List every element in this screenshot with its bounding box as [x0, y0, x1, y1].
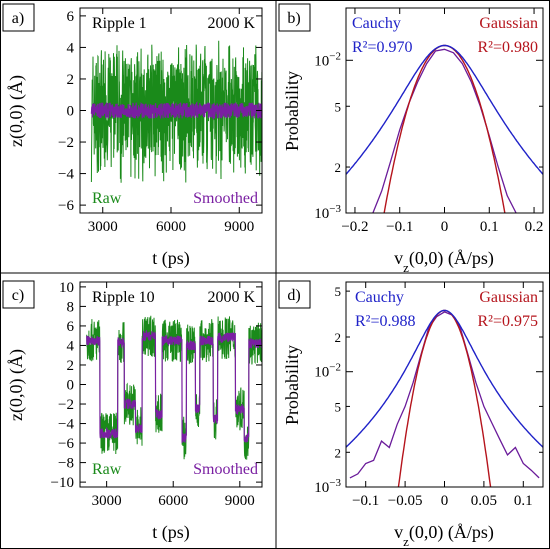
x-axis-label: t (ps): [152, 522, 190, 543]
smoothed-legend: Smoothed: [193, 190, 258, 207]
y-tick-label: 2: [335, 330, 342, 345]
x-tick-label: −0.2: [341, 219, 368, 235]
panel-label: b): [287, 10, 300, 27]
temperature-label: 2000 K: [207, 15, 255, 32]
data-series-line: [372, 48, 517, 213]
x-tick-label: 6000: [158, 493, 188, 509]
gaussian-label: Gaussian: [479, 289, 538, 306]
y-tick-label: 2: [67, 72, 75, 88]
y-tick-label: 10−3: [314, 203, 341, 222]
cauchy-r2: R²=0.970: [352, 39, 413, 56]
x-tick-label: 0.2: [525, 219, 544, 235]
panel-a: a) Ripple 1 2000 K Raw Smoothed 3000 6000…: [2, 3, 263, 269]
smoothed-series-line: [86, 329, 263, 443]
y-tick-label: −4: [58, 417, 74, 433]
plot-area: [86, 315, 263, 460]
x-tick-label: 0: [441, 493, 449, 509]
y-tick-label: 5: [335, 399, 342, 414]
x-tick-label: 0.1: [480, 219, 499, 235]
axis-ticks: 3000 6000 9000 −6 −4 −2 0 2 4 6: [58, 8, 262, 235]
gaussian-fit-line: [397, 309, 492, 487]
cauchy-label: Cauchy: [352, 15, 401, 32]
x-tick-label: 9000: [225, 493, 255, 509]
panel-b: b) Cauchy R²=0.970 Gaussian R²=0.980 −0.…: [278, 3, 544, 275]
y-axis-label: z(0,0) (Å): [6, 349, 27, 421]
y-tick-label: 6: [67, 319, 75, 335]
temperature-label: 2000 K: [207, 289, 255, 306]
data-series-line: [349, 311, 540, 479]
y-tick-label: 5: [335, 284, 342, 299]
gaussian-r2: R²=0.980: [478, 39, 539, 56]
y-tick-label: −4: [58, 167, 74, 183]
y-axis-label: Probability: [282, 345, 302, 425]
y-tick-label: 6: [67, 9, 75, 25]
y-tick-label: 0: [67, 378, 75, 394]
y-tick-label: 5: [335, 99, 342, 114]
axis-ticks: 3000 6000 9000 −10 −8 −6 −4 −2 0 2 4 6 8 10: [51, 280, 262, 509]
panel-label: c): [12, 287, 24, 304]
cauchy-r2: R²=0.988: [355, 313, 416, 330]
cauchy-label: Cauchy: [355, 289, 404, 306]
y-tick-label: 4: [67, 40, 75, 56]
x-tick-label: 9000: [224, 219, 254, 235]
panel-label-box: [278, 280, 311, 309]
y-tick-label: 8: [67, 299, 75, 315]
y-tick-label: 10: [59, 280, 74, 296]
y-axis-label: z(0,0) (Å): [6, 75, 27, 147]
plot-area: [90, 40, 263, 183]
panel-d: d) Cauchy R²=0.988 Gaussian R²=0.975 −0.…: [278, 280, 544, 549]
raw-legend: Raw: [92, 190, 122, 207]
cauchy-fit-line: [346, 309, 543, 448]
y-tick-label: 10−2: [314, 50, 341, 69]
y-tick-label: −2: [58, 397, 74, 413]
y-tick-label: −6: [58, 436, 74, 452]
x-tick-label: −0.05: [388, 493, 423, 509]
panel-c: c) Ripple 10 2000 K Raw Smoothed 3000 600…: [2, 280, 263, 543]
plot-frame: [79, 281, 263, 488]
x-axis-label: vz(0,0) (Å/ps): [394, 522, 494, 549]
axis-ticks: −0.2 −0.1 0 0.1 0.2 10−3 2 5 10−2: [314, 8, 543, 235]
panel-label: d): [287, 287, 300, 304]
panel-label-box: [2, 280, 35, 309]
y-tick-label: −6: [58, 198, 74, 214]
y-tick-label: 4: [67, 338, 75, 354]
x-tick-label: 3000: [88, 219, 118, 235]
x-tick-label: 3000: [92, 493, 122, 509]
y-tick-label: 2: [335, 160, 342, 175]
y-tick-label: −8: [58, 456, 74, 472]
y-tick-label: 10−2: [314, 362, 341, 381]
ripple-label: Ripple 1: [92, 15, 147, 32]
x-tick-label: −0.1: [352, 493, 379, 509]
panel-label: a): [12, 10, 24, 27]
y-tick-label: 0: [67, 104, 75, 120]
cauchy-fit-line: [346, 44, 543, 175]
y-tick-label: 2: [67, 358, 75, 374]
x-axis-label: t (ps): [152, 248, 190, 269]
x-tick-label: 0: [441, 219, 449, 235]
x-tick-label: −0.1: [386, 219, 413, 235]
y-tick-label: 2: [335, 445, 342, 460]
raw-legend: Raw: [92, 461, 122, 478]
plot-area: [346, 309, 543, 487]
gaussian-r2: R²=0.975: [478, 313, 539, 330]
smoothed-legend: Smoothed: [193, 461, 258, 478]
panel-label-box: [2, 3, 35, 32]
panel-label-box: [278, 3, 311, 32]
x-axis-label: vz(0,0) (Å/ps): [394, 248, 494, 275]
y-tick-label: −10: [51, 475, 74, 491]
y-tick-label: 10−3: [314, 477, 341, 496]
y-axis-label: Probability: [282, 71, 302, 151]
x-tick-label: 0.1: [514, 493, 533, 509]
axis-ticks: −0.1 −0.05 0 0.05 0.1 10−3 2 5 10−2 2 5: [314, 282, 543, 509]
gaussian-label: Gaussian: [479, 15, 538, 32]
x-tick-label: 0.05: [471, 493, 497, 509]
x-tick-label: 6000: [156, 219, 186, 235]
y-tick-label: −2: [58, 135, 74, 151]
smoothed-series-line: [90, 101, 263, 120]
ripple-label: Ripple 10: [92, 289, 155, 306]
plot-area: [346, 44, 543, 213]
